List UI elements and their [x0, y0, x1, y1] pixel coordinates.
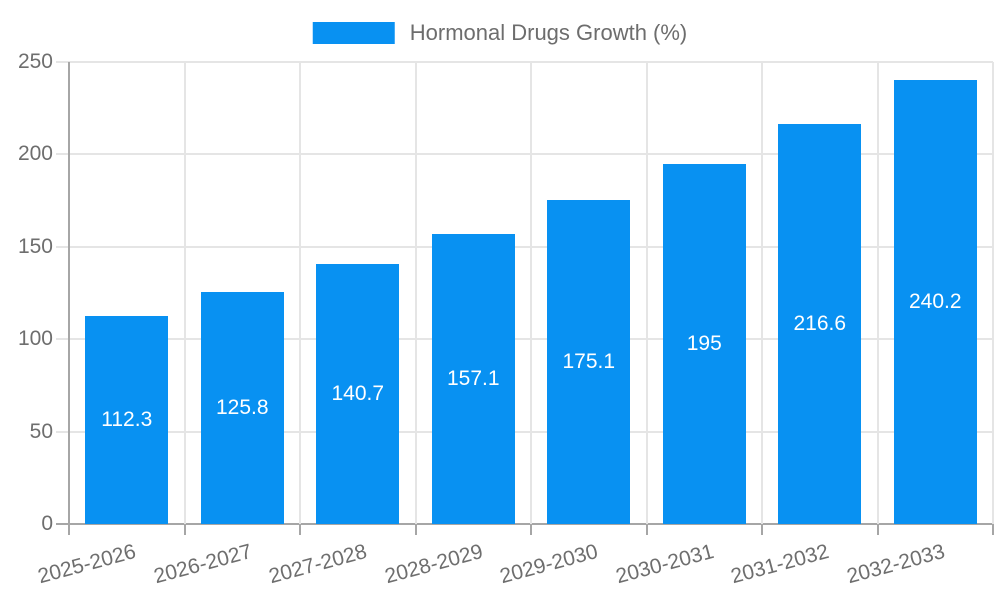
x-tick-label: 2032-2033	[844, 540, 948, 589]
x-tick-label: 2025-2026	[35, 540, 139, 589]
h-gridline	[56, 430, 993, 433]
y-tick-label: 50	[29, 419, 53, 443]
v-gridline	[992, 62, 994, 524]
bar-value-label: 175.1	[562, 350, 616, 374]
y-tick-label: 100	[17, 327, 53, 351]
x-axis-tick	[299, 524, 301, 535]
x-axis-tick	[876, 524, 879, 535]
y-tick-label: 250	[17, 50, 53, 73]
y-tick-label: 200	[17, 142, 53, 166]
bar-value-label: 140.7	[331, 382, 385, 405]
x-tick-label: 2028-2029	[382, 540, 486, 589]
v-gridline	[645, 62, 648, 524]
v-gridline	[414, 62, 417, 524]
v-gridline	[530, 62, 532, 524]
legend-label: Hormonal Drugs Growth (%)	[409, 20, 688, 45]
x-tick-label: 2027-2028	[266, 540, 370, 589]
x-axis-tick	[992, 524, 994, 535]
bar-value-label: 112.3	[101, 408, 153, 432]
bar-value-label: 216.6	[793, 311, 847, 335]
legend-swatch	[312, 22, 395, 44]
v-gridline	[876, 62, 879, 524]
plot-area: 112.3 125.8 140.7 157.1 175.1 195 216.6 240.2	[56, 61, 994, 535]
x-axis-tick	[183, 524, 186, 535]
bar: 125.8	[200, 291, 284, 524]
v-gridline	[299, 62, 301, 524]
x-tick-label: 2030-2031	[613, 540, 717, 589]
h-gridline	[56, 338, 993, 341]
y-tick-label: 0	[41, 512, 53, 535]
y-tick-label: 150	[17, 234, 53, 258]
bar: 112.3	[85, 316, 169, 524]
v-gridline	[183, 62, 186, 524]
bar-value-label: 125.8	[215, 395, 269, 419]
bar: 240.2	[893, 80, 977, 524]
bar: 157.1	[431, 233, 515, 524]
h-gridline	[56, 153, 993, 156]
zero-line	[56, 523, 993, 525]
bar-value-label: 240.2	[908, 290, 962, 314]
bar: 195	[662, 163, 746, 524]
bar-value-label: 195	[686, 331, 722, 355]
x-axis-tick	[761, 524, 763, 535]
y-axis-line	[68, 62, 70, 535]
chart-legend[interactable]: Hormonal Drugs Growth (%)	[312, 20, 688, 46]
h-gridline	[56, 61, 993, 63]
bar: 140.7	[316, 264, 400, 524]
v-gridline	[761, 62, 763, 524]
x-axis-tick	[414, 524, 417, 535]
h-gridline	[56, 245, 993, 248]
x-tick-label: 2029-2030	[497, 540, 601, 589]
x-axis-tick	[645, 524, 648, 535]
bar-value-label: 157.1	[446, 366, 500, 390]
bar: 216.6	[778, 123, 862, 524]
x-axis-tick	[530, 524, 532, 535]
bar: 175.1	[547, 200, 631, 524]
x-tick-label: 2026-2027	[151, 540, 255, 589]
x-tick-label: 2031-2032	[728, 540, 832, 589]
